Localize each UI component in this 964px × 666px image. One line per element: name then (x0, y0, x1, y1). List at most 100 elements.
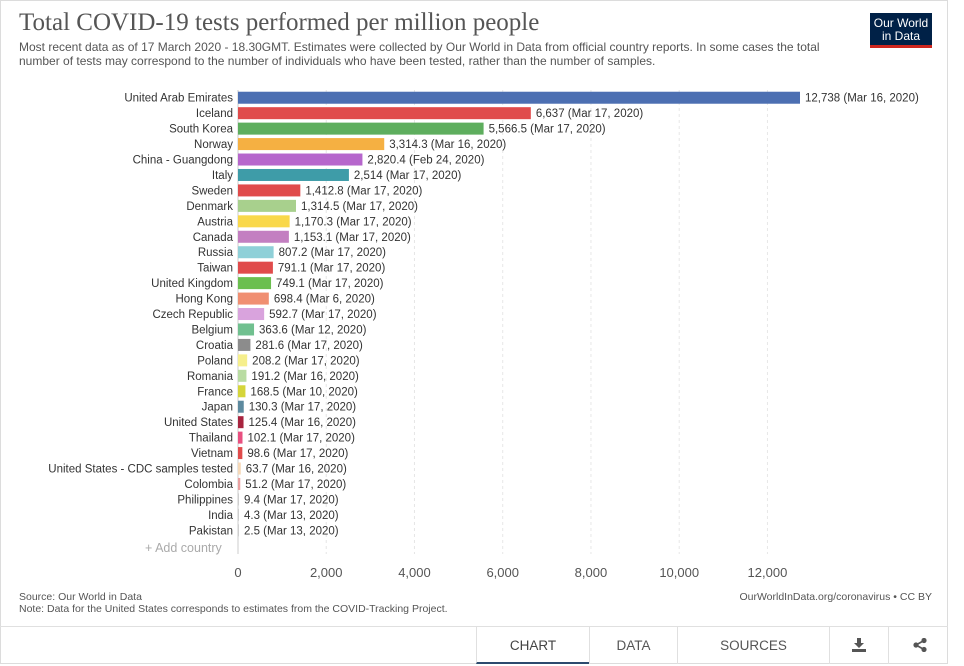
bar-value-label: 191.2 (Mar 16, 2020) (251, 371, 359, 383)
bar-category-label: Pakistan (189, 525, 233, 537)
bar (238, 338, 251, 351)
bar-category-label: Denmark (186, 201, 233, 213)
bar-category-label: United States (164, 417, 233, 429)
bar-value-label: 1,412.8 (Mar 17, 2020) (305, 185, 422, 197)
bar-value-label: 1,314.5 (Mar 17, 2020) (301, 201, 418, 213)
bar (238, 385, 246, 398)
x-tick-label: 2,000 (310, 565, 343, 580)
bar (238, 168, 349, 181)
bar (238, 246, 274, 259)
x-tick-label: 4,000 (398, 565, 431, 580)
data-note: Note: Data for the United States corresp… (19, 603, 448, 615)
bar (238, 292, 269, 305)
bar (238, 354, 248, 367)
bar-category-label: India (208, 510, 234, 522)
bar (238, 199, 296, 212)
bar-category-label: Sweden (191, 185, 233, 197)
bar-category-label: Hong Kong (175, 294, 233, 306)
tab-data[interactable]: DATA (589, 627, 677, 664)
bar (238, 400, 244, 413)
bar-category-label: Russia (198, 247, 234, 259)
bar (238, 369, 247, 382)
source-note: Source: Our World in Data (19, 591, 142, 603)
bar-category-label: China - Guangdong (133, 155, 233, 167)
bar (238, 416, 244, 429)
bar (238, 462, 241, 475)
bar (238, 230, 289, 243)
bar-value-label: 281.6 (Mar 17, 2020) (255, 340, 363, 352)
bar-category-label: United States - CDC samples tested (48, 464, 233, 476)
bar (238, 138, 385, 151)
bar (238, 431, 243, 444)
bar (238, 215, 290, 228)
bar-category-label: Romania (187, 371, 234, 383)
bar-value-label: 102.1 (Mar 17, 2020) (248, 433, 356, 445)
bar-value-label: 168.5 (Mar 10, 2020) (250, 386, 358, 398)
bar (238, 107, 531, 120)
tab-bar: CHART DATA SOURCES (0, 626, 948, 664)
bar-value-label: 1,170.3 (Mar 17, 2020) (295, 216, 412, 228)
bar-value-label: 1,153.1 (Mar 17, 2020) (294, 232, 411, 244)
bar (238, 524, 239, 537)
bar-value-label: 51.2 (Mar 17, 2020) (245, 479, 346, 491)
bar-value-label: 592.7 (Mar 17, 2020) (269, 309, 377, 321)
bar-value-label: 2,820.4 (Feb 24, 2020) (367, 155, 484, 167)
bar-value-label: 98.6 (Mar 17, 2020) (247, 448, 348, 460)
download-icon (852, 638, 866, 652)
bar-value-label: 2,514 (Mar 17, 2020) (354, 170, 462, 182)
bar-category-label: Philippines (177, 494, 233, 506)
bar-category-label: Austria (197, 216, 233, 228)
bar-category-label: Canada (193, 232, 234, 244)
bar-category-label: Japan (202, 402, 233, 414)
bar-value-label: 9.4 (Mar 17, 2020) (244, 494, 339, 506)
bar-category-label: South Korea (169, 124, 234, 136)
bar-value-label: 208.2 (Mar 17, 2020) (252, 355, 360, 367)
x-tick-label: 0 (234, 565, 241, 580)
chart-title: Total COVID-19 tests performed per milli… (19, 9, 540, 36)
bar (238, 308, 265, 321)
bar-category-label: France (197, 386, 233, 398)
bar-value-label: 807.2 (Mar 17, 2020) (279, 247, 387, 259)
add-country-button[interactable]: + Add country (145, 541, 222, 555)
bar-category-label: Poland (197, 355, 233, 367)
bar (238, 122, 484, 135)
x-tick-label: 6,000 (486, 565, 519, 580)
bar-category-label: Belgium (191, 324, 233, 336)
download-button[interactable] (829, 627, 888, 664)
bar-value-label: 130.3 (Mar 17, 2020) (249, 402, 357, 414)
owid-logo[interactable]: Our World in Data (870, 13, 932, 48)
bar-category-label: Colombia (184, 479, 233, 491)
bar-value-label: 12,738 (Mar 16, 2020) (805, 93, 919, 105)
bar-value-label: 698.4 (Mar 6, 2020) (274, 294, 375, 306)
share-icon (913, 638, 927, 652)
x-tick-label: 10,000 (659, 565, 699, 580)
bar (238, 91, 800, 104)
bar (238, 323, 255, 336)
chart-subtitle: Most recent data as of 17 March 2020 - 1… (19, 40, 820, 68)
bar-value-label: 2.5 (Mar 13, 2020) (244, 525, 339, 537)
bar-value-label: 363.6 (Mar 12, 2020) (259, 324, 367, 336)
x-tick-label: 8,000 (575, 565, 608, 580)
bar-category-label: Czech Republic (152, 309, 233, 321)
bar-category-label: Taiwan (197, 263, 233, 275)
chart-footer-notes: Source: Our World in Data Note: Data for… (19, 591, 448, 615)
logo-line-2: in Data (881, 29, 921, 43)
bar-chart: 0 2,000 4,000 6,000 8,000 10,000 12,000 United … (48, 90, 919, 580)
bar (238, 447, 243, 460)
credit-link[interactable]: OurWorldInData.org/coronavirus • CC BY (739, 591, 932, 603)
share-button[interactable] (888, 627, 948, 664)
logo-line-1: Our World (873, 16, 929, 30)
bar-category-label: Italy (212, 170, 233, 182)
bar-category-label: Iceland (196, 108, 233, 120)
bar-category-label: Thailand (189, 433, 233, 445)
bar (238, 277, 272, 290)
bar-value-label: 5,566.5 (Mar 17, 2020) (489, 124, 606, 136)
bar-category-label: United Kingdom (151, 278, 233, 290)
bar-value-label: 63.7 (Mar 16, 2020) (246, 464, 347, 476)
tab-chart[interactable]: CHART (476, 627, 589, 664)
bar (238, 184, 301, 197)
bar-value-label: 3,314.3 (Mar 16, 2020) (389, 139, 506, 151)
bar-category-label: Croatia (196, 340, 234, 352)
bar (238, 493, 239, 506)
tab-sources[interactable]: SOURCES (677, 627, 829, 664)
